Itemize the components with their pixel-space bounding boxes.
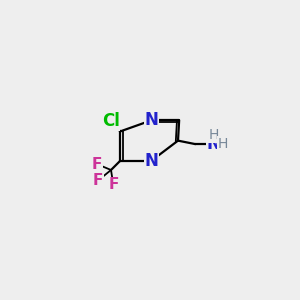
Text: H: H [208, 128, 219, 142]
Text: H: H [218, 137, 228, 151]
Text: N: N [207, 135, 221, 153]
Text: F: F [108, 178, 119, 193]
Text: F: F [92, 157, 102, 172]
Text: N: N [145, 111, 158, 129]
Text: N: N [145, 152, 158, 170]
Text: Cl: Cl [102, 112, 120, 130]
Text: F: F [93, 173, 104, 188]
